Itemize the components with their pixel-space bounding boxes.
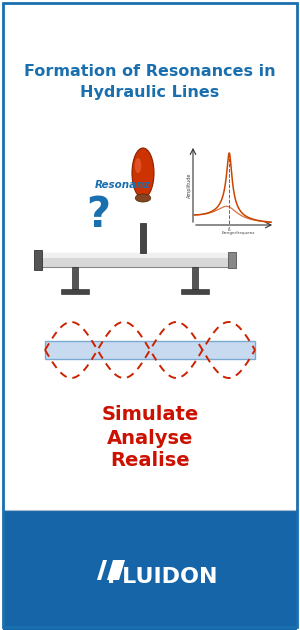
Bar [45,341,255,359]
Bar [72,267,78,289]
Ellipse shape [132,148,154,198]
Text: Erregerfrequenz: Erregerfrequenz [221,231,255,235]
Bar [228,252,236,268]
Text: $f_c$: $f_c$ [227,226,233,234]
Text: ?: ? [86,194,110,236]
Text: Realise: Realise [110,452,190,471]
Bar [3,510,297,630]
Polygon shape [97,560,125,580]
Bar [40,253,230,267]
Bar [140,223,146,253]
Text: Resonanz: Resonanz [95,180,151,190]
Ellipse shape [135,194,151,202]
Text: Simulate: Simulate [101,406,199,425]
Text: FLUIDON: FLUIDON [107,567,217,587]
Bar [40,253,230,258]
Text: Hydraulic Lines: Hydraulic Lines [80,84,220,100]
Text: Formation of Resonances in: Formation of Resonances in [24,64,276,79]
Text: Amplitude: Amplitude [187,173,191,198]
Bar [34,250,42,270]
Bar [181,289,209,294]
Ellipse shape [135,158,141,173]
Bar [61,289,89,294]
Text: Analyse: Analyse [107,428,193,447]
Bar [192,267,198,289]
Polygon shape [101,560,113,580]
